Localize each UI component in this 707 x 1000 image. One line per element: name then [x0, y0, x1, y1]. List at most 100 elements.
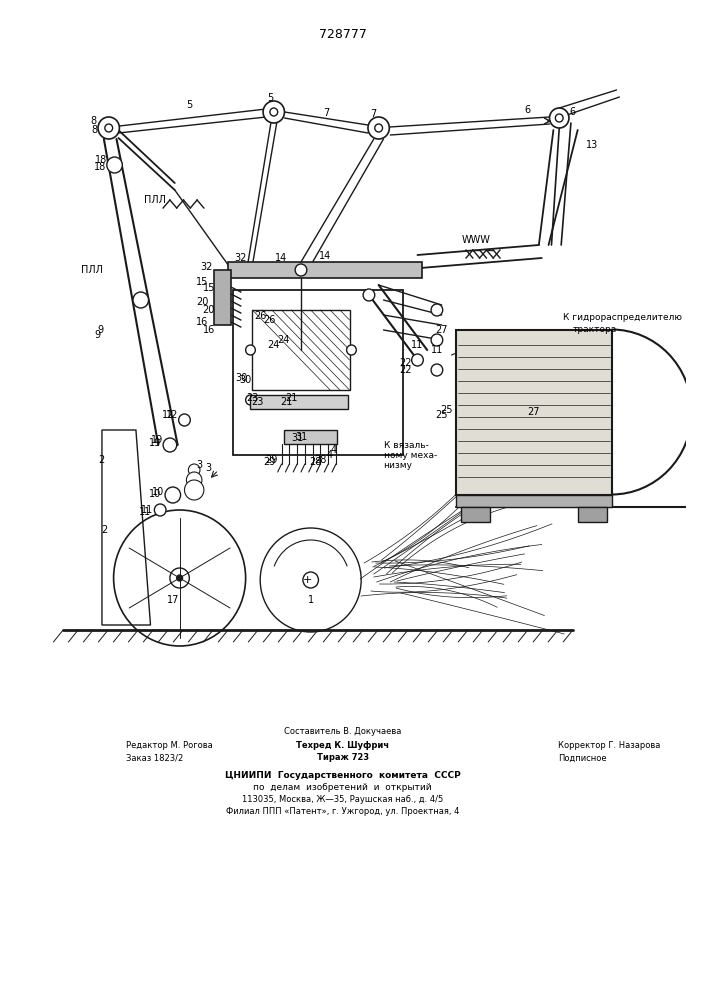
Circle shape [431, 334, 443, 346]
Circle shape [549, 108, 569, 128]
Text: Заказ 1823/2: Заказ 1823/2 [127, 754, 184, 762]
Text: 26: 26 [264, 315, 276, 325]
Circle shape [245, 345, 255, 355]
Text: 31: 31 [295, 432, 307, 442]
Text: 1: 1 [308, 595, 314, 605]
Circle shape [368, 117, 390, 139]
Text: 26: 26 [254, 311, 267, 321]
Text: Филиал ППП «Патент», г. Ужгород, ул. Проектная, 4: Филиал ППП «Патент», г. Ужгород, ул. Про… [226, 806, 460, 816]
Text: 16: 16 [203, 325, 215, 335]
Text: 3: 3 [196, 460, 202, 470]
Text: 18: 18 [95, 155, 107, 165]
Text: 28: 28 [310, 457, 322, 467]
Text: ПЛЛ: ПЛЛ [81, 265, 103, 275]
Text: 22: 22 [399, 358, 412, 368]
Text: 2: 2 [101, 525, 107, 535]
Text: 24: 24 [277, 335, 290, 345]
Text: 19: 19 [149, 438, 161, 448]
Circle shape [188, 464, 200, 476]
Text: Тираж 723: Тираж 723 [317, 754, 369, 762]
Text: 28: 28 [314, 455, 327, 465]
Circle shape [431, 364, 443, 376]
Text: 14: 14 [276, 253, 288, 263]
Text: 113035, Москва, Ж—35, Раушская наб., д. 4/5: 113035, Москва, Ж—35, Раушская наб., д. … [242, 794, 443, 804]
Text: 4: 4 [327, 450, 333, 460]
Text: 30: 30 [235, 373, 248, 383]
Text: Составитель В. Докучаева: Составитель В. Докучаева [284, 728, 402, 736]
Text: К гидрораспределителю: К гидрораспределителю [563, 314, 682, 322]
Bar [250, 395, 348, 409]
Circle shape [98, 117, 119, 139]
Circle shape [263, 101, 284, 123]
Text: 10: 10 [152, 487, 165, 497]
Text: 18: 18 [94, 162, 106, 172]
Text: 30: 30 [240, 375, 252, 385]
Text: 32: 32 [235, 253, 247, 263]
Bar [578, 507, 607, 522]
Text: 24: 24 [268, 340, 280, 350]
Text: 32: 32 [201, 262, 213, 272]
Bar [456, 330, 612, 495]
Text: 21: 21 [285, 393, 298, 403]
Text: 12: 12 [165, 410, 178, 420]
Circle shape [346, 345, 356, 355]
Circle shape [165, 487, 180, 503]
Circle shape [187, 472, 202, 488]
Circle shape [245, 395, 255, 405]
Text: 728777: 728777 [319, 28, 367, 41]
Text: Редактор М. Рогова: Редактор М. Рогова [127, 740, 213, 750]
Circle shape [177, 575, 182, 581]
Text: трактора: трактора [573, 326, 617, 334]
Bar [214, 270, 231, 325]
Text: 6: 6 [524, 105, 530, 115]
Text: 20: 20 [203, 305, 215, 315]
Text: 21: 21 [280, 397, 293, 407]
Text: 23: 23 [246, 393, 259, 403]
Circle shape [411, 354, 423, 366]
Text: по  делам  изобретений  и  открытий: по делам изобретений и открытий [253, 782, 432, 792]
Circle shape [363, 289, 375, 301]
Text: 15: 15 [203, 283, 215, 293]
Text: 27: 27 [527, 407, 540, 417]
Circle shape [133, 292, 148, 308]
Text: 27: 27 [436, 325, 448, 335]
Text: 10: 10 [149, 489, 161, 499]
Text: 16: 16 [196, 317, 208, 327]
Text: 2: 2 [98, 455, 104, 465]
Circle shape [431, 304, 443, 316]
Circle shape [163, 438, 177, 452]
Text: ному меха-: ному меха- [383, 450, 437, 460]
Bar [461, 507, 490, 522]
Text: 11: 11 [141, 505, 153, 515]
Bar [456, 495, 612, 507]
Text: 8: 8 [90, 116, 96, 126]
Text: 8: 8 [91, 125, 98, 135]
Text: WWW: WWW [461, 235, 490, 245]
Text: ПЛЛ: ПЛЛ [144, 195, 166, 205]
Text: 20: 20 [196, 297, 208, 307]
Text: низму: низму [383, 460, 412, 470]
Bar [252, 310, 349, 390]
Text: 25: 25 [440, 405, 453, 415]
Text: 11: 11 [431, 345, 443, 355]
Text: 6: 6 [570, 107, 576, 117]
Text: 31: 31 [291, 433, 303, 443]
Bar [284, 430, 337, 444]
Text: К вязаль-: К вязаль- [383, 440, 428, 450]
Text: 12: 12 [162, 410, 174, 420]
Circle shape [107, 157, 122, 173]
Text: +: + [303, 575, 312, 585]
Text: ЦНИИПИ  Государственного  комитета  СССР: ЦНИИПИ Государственного комитета СССР [225, 770, 460, 780]
Text: 9: 9 [97, 325, 103, 335]
Text: 25: 25 [436, 410, 448, 420]
Text: Корректор Г. Назарова: Корректор Г. Назарова [559, 740, 660, 750]
Text: 23: 23 [251, 397, 264, 407]
Text: 14: 14 [319, 251, 332, 261]
Circle shape [179, 414, 190, 426]
Text: 17: 17 [167, 595, 179, 605]
Text: 15: 15 [196, 277, 208, 287]
Text: 3: 3 [206, 463, 212, 473]
Circle shape [154, 504, 166, 516]
Text: 9: 9 [94, 330, 100, 340]
Circle shape [185, 480, 204, 500]
